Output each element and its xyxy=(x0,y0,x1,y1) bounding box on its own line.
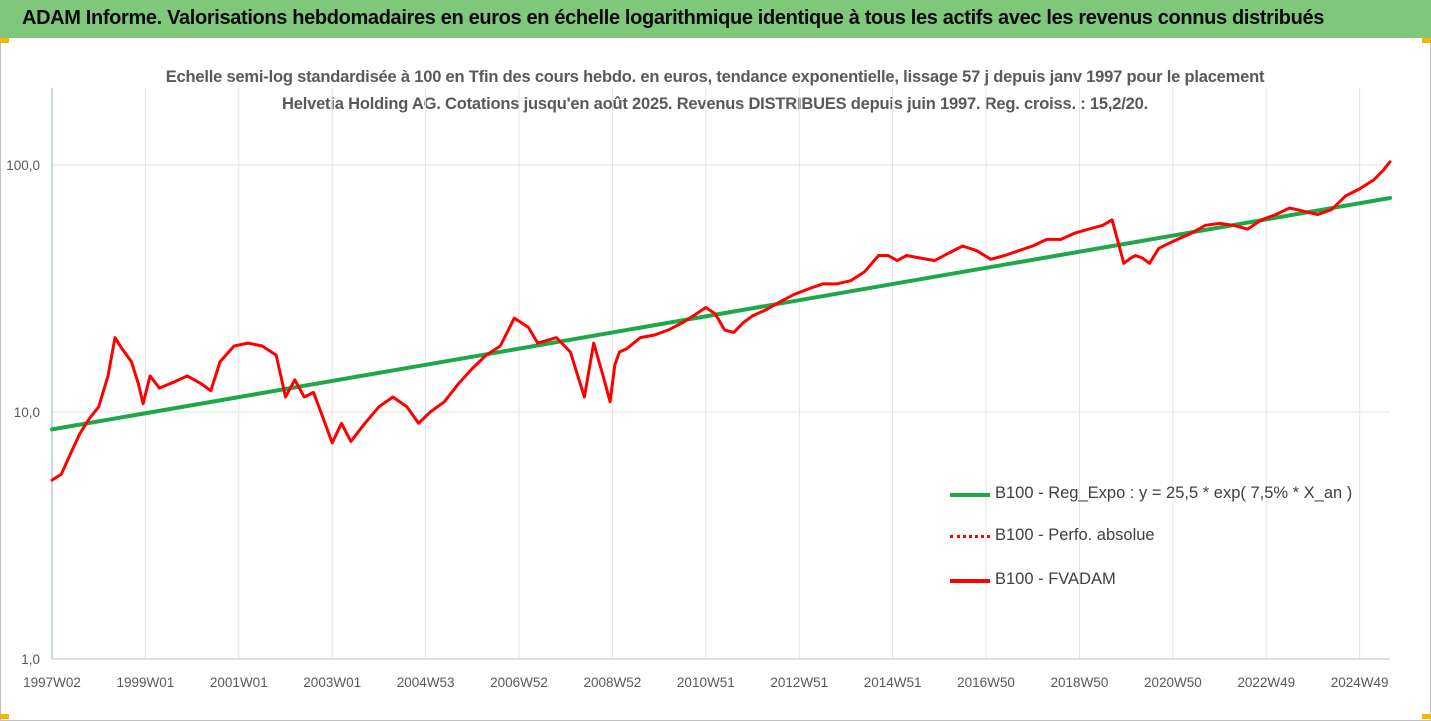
corner-marker-right xyxy=(1422,38,1431,43)
x-tick-label: 2004W53 xyxy=(397,675,455,690)
x-tick-label: 2020W50 xyxy=(1144,675,1202,690)
x-tick-label: 1999W01 xyxy=(117,675,175,690)
legend-swatch-solid-green xyxy=(950,493,990,497)
legend-label: B100 - FVADAM xyxy=(995,570,1116,588)
corner-marker-left xyxy=(0,38,9,43)
page-title: ADAM Informe. Valorisations hebdomadaire… xyxy=(22,7,1325,29)
trend-line-reg-expo xyxy=(50,196,1392,432)
x-tick-label: 2022W49 xyxy=(1237,675,1295,690)
legend-label: B100 - Reg_Expo : y = 25,5 * exp( 7,5% *… xyxy=(995,484,1353,502)
chart-title: Echelle semi-log standardisée à 100 en T… xyxy=(165,68,1265,113)
x-tick-label: 2003W01 xyxy=(303,675,361,690)
legend-label: B100 - Perfo. absolue xyxy=(995,526,1155,544)
corner-marker-bottom-right xyxy=(1422,714,1431,719)
y-tick-label: 10,0 xyxy=(14,405,40,420)
x-tick-label: 2008W52 xyxy=(584,675,642,690)
corner-marker-bottom-left xyxy=(0,714,9,719)
x-tick-label: 2016W50 xyxy=(957,675,1015,690)
y-tick-label: 1,0 xyxy=(21,652,40,667)
x-tick-label: 1997W02 xyxy=(23,675,81,690)
y-tick-label: 100,0 xyxy=(6,158,40,173)
series-line-fvadam xyxy=(50,160,1392,482)
x-tick-label: 2010W51 xyxy=(677,675,735,690)
x-tick-label: 2006W52 xyxy=(490,675,548,690)
x-tick-label: 2024W49 xyxy=(1331,675,1389,690)
x-tick-label: 2012W51 xyxy=(770,675,828,690)
legend-swatch-dotted-red xyxy=(950,535,990,538)
x-tick-label: 2018W50 xyxy=(1051,675,1109,690)
x-tick-label: 2014W51 xyxy=(864,675,922,690)
x-tick-label: 2001W01 xyxy=(210,675,268,690)
legend-swatch-solid-red xyxy=(950,579,990,583)
header-banner: ADAM Informe. Valorisations hebdomadaire… xyxy=(0,0,1431,38)
